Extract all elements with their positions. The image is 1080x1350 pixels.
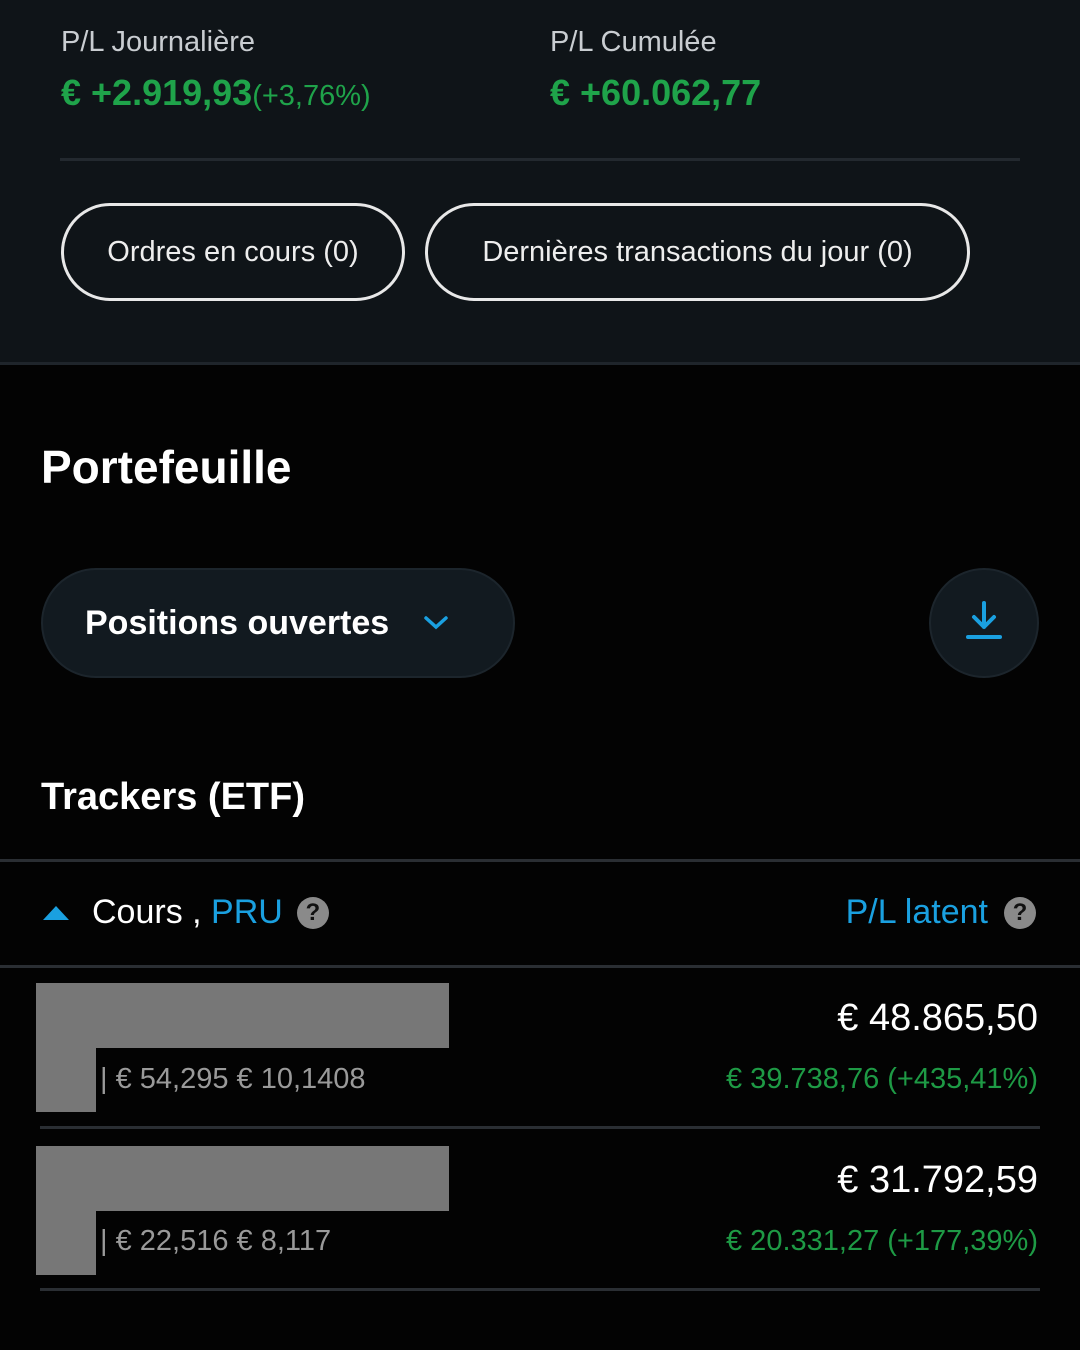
redacted-name — [36, 983, 449, 1048]
help-icon[interactable]: ? — [296, 896, 329, 929]
section-title: Trackers (ETF) — [41, 776, 305, 818]
download-icon — [964, 599, 1004, 648]
unrealized-pl: € 20.331,27 (+177,39%) — [726, 1225, 1038, 1257]
redacted-logo — [36, 1211, 96, 1275]
header-separator: , — [182, 893, 212, 931]
divider — [60, 158, 1020, 161]
cumul-pl-label: P/L Cumulée — [550, 26, 717, 58]
cours-header: Cours — [92, 893, 183, 931]
position-value: € 31.792,59 — [837, 1159, 1038, 1201]
chevron-down-icon — [423, 614, 449, 632]
price-pru: | € 22,516 € 8,117 — [100, 1225, 332, 1257]
pl-summary-panel: P/L Journalière € +2.919,93(+3,76%) P/L … — [0, 0, 1080, 365]
sort-asc-icon — [42, 904, 70, 922]
daily-pl: € +2.919,93(+3,76%) — [61, 72, 371, 114]
help-icon[interactable]: ? — [1004, 896, 1036, 929]
redacted-name — [36, 1146, 449, 1211]
pl-latent-header: P/L latent — [845, 893, 988, 931]
daily-pl-label: P/L Journalière — [61, 26, 255, 58]
divider — [40, 1126, 1040, 1129]
cumul-pl-value: € +60.062,77 — [550, 72, 762, 113]
unrealized-pl: € 39.738,76 (+435,41%) — [726, 1063, 1038, 1095]
divider — [40, 1288, 1040, 1291]
today-transactions-button[interactable]: Dernières transactions du jour (0) — [425, 203, 970, 301]
sort-header-cours[interactable]: Cours , PRU ? — [42, 893, 329, 932]
page-title: Portefeuille — [41, 441, 292, 493]
download-button[interactable] — [929, 568, 1039, 678]
sort-header-pl[interactable]: P/L latent ? — [846, 893, 1036, 932]
daily-pl-pct: (+3,76%) — [252, 80, 371, 112]
pru-header[interactable]: PRU — [211, 893, 283, 931]
position-value: € 48.865,50 — [837, 997, 1038, 1039]
redacted-logo — [36, 1048, 96, 1112]
open-orders-button[interactable]: Ordres en cours (0) — [61, 203, 405, 301]
price-pru: | € 54,295 € 10,1408 — [100, 1063, 366, 1095]
divider — [0, 859, 1080, 862]
divider — [0, 965, 1080, 968]
filter-value: Positions ouvertes — [85, 603, 390, 642]
daily-pl-value: € +2.919,93 — [61, 72, 253, 113]
positions-filter-select[interactable]: Positions ouvertes — [41, 568, 515, 678]
